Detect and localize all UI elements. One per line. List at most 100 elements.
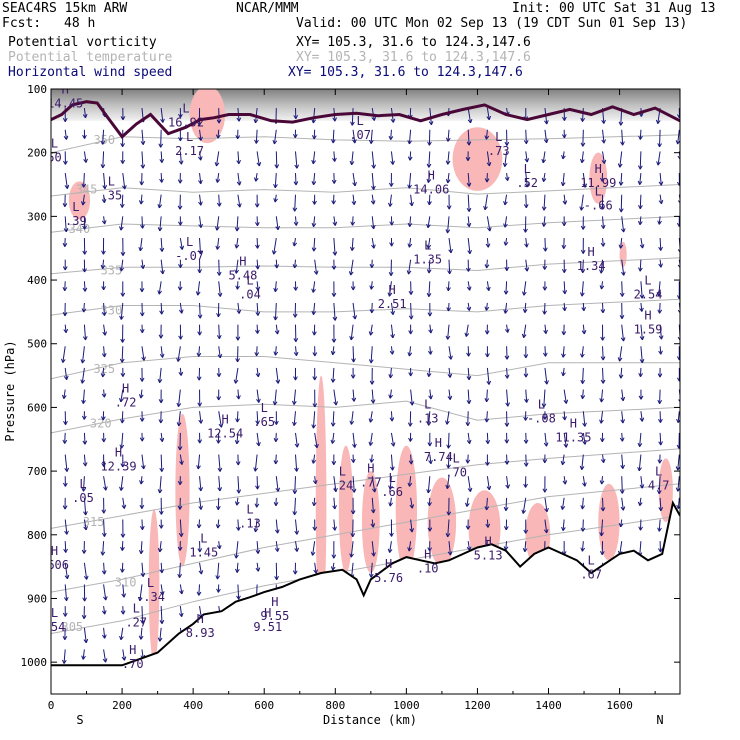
wind-arrowhead <box>388 502 393 507</box>
wind-arrowhead <box>119 444 125 449</box>
wind-vector <box>562 367 565 377</box>
wind-vector <box>390 411 393 422</box>
wind-arrowhead <box>368 331 374 336</box>
wind-arrowhead <box>427 527 433 532</box>
wind-arrowhead <box>274 164 280 169</box>
hl-value: .04 <box>239 287 261 301</box>
wind-arrowhead <box>140 264 146 269</box>
pv-shade-area <box>395 445 418 573</box>
wind-arrowhead <box>390 118 396 123</box>
wind-vector <box>255 129 258 144</box>
wind-arrowhead <box>271 250 277 255</box>
wind-arrowhead <box>332 251 338 256</box>
wind-arrowhead <box>256 398 261 403</box>
wind-arrowhead <box>197 402 203 407</box>
wind-vector <box>639 432 642 447</box>
wind-arrowhead <box>562 306 567 312</box>
wind-vector <box>235 259 239 274</box>
wind-arrowhead <box>273 351 279 356</box>
wind-arrowhead <box>369 309 375 314</box>
wind-arrowhead <box>677 249 680 254</box>
wind-arrowhead <box>82 225 87 230</box>
wind-arrowhead <box>484 135 490 140</box>
wind-vector <box>275 519 279 534</box>
wind-arrowhead <box>177 205 183 210</box>
wind-vector <box>102 367 105 378</box>
wind-vector <box>236 432 239 444</box>
wind-arrowhead <box>503 526 509 531</box>
wind-vector <box>313 237 316 252</box>
wind-arrowhead <box>216 119 222 124</box>
wind-vector <box>677 476 680 492</box>
wind-arrowhead <box>580 117 586 122</box>
wind-vector <box>160 302 163 315</box>
wind-arrowhead <box>389 242 394 247</box>
wind-arrowhead <box>428 329 433 334</box>
hl-letter: H <box>367 461 374 475</box>
wind-vector <box>621 454 624 469</box>
wind-vector <box>639 216 642 225</box>
wind-vector <box>275 151 278 169</box>
hl-letter: L <box>182 101 189 115</box>
wind-arrowhead <box>388 394 393 399</box>
wind-arrowhead <box>62 505 68 510</box>
wind-arrowhead <box>293 338 299 343</box>
wind-arrowhead <box>657 459 663 464</box>
wind-vector <box>103 324 106 336</box>
wind-vector <box>428 151 431 168</box>
wind-vector <box>619 151 623 168</box>
wind-vector <box>410 519 413 533</box>
wind-vector <box>102 541 105 556</box>
wind-arrowhead <box>292 570 298 575</box>
wind-vector <box>467 216 470 227</box>
stratosphere-shading <box>51 89 680 121</box>
wind-arrowhead <box>196 376 202 381</box>
y-tick-label: 1000 <box>21 656 48 669</box>
wind-vector <box>64 172 68 189</box>
wind-arrowhead <box>139 312 145 317</box>
wind-arrowhead <box>658 418 663 423</box>
wind-arrowhead <box>313 270 319 275</box>
wind-vector <box>274 173 277 188</box>
hl-value: .07 <box>349 128 371 142</box>
wind-arrowhead <box>62 482 68 487</box>
wind-vector <box>581 454 584 470</box>
wind-vector <box>64 584 68 601</box>
wind-vector <box>218 411 222 428</box>
wind-arrowhead <box>368 139 374 144</box>
wind-arrowhead <box>216 313 221 318</box>
wind-vector <box>620 194 623 213</box>
wind-vector <box>199 129 202 141</box>
wind-arrowhead <box>120 546 125 551</box>
wind-vector <box>159 627 162 642</box>
wind-arrowhead <box>293 221 299 226</box>
wind-vector <box>506 367 508 379</box>
wind-vector <box>120 259 124 272</box>
hl-letter: H <box>129 643 136 657</box>
wind-vector <box>64 519 68 535</box>
wind-vector <box>294 454 298 472</box>
y-tick-label: 500 <box>27 338 47 351</box>
wind-arrowhead <box>523 416 528 421</box>
wind-arrowhead <box>157 548 163 553</box>
wind-vector <box>486 389 488 402</box>
wind-vector <box>390 302 394 315</box>
wind-arrowhead <box>542 265 548 270</box>
wind-arrowhead <box>408 372 414 377</box>
wind-arrowhead <box>311 459 317 464</box>
wind-arrowhead <box>159 510 164 515</box>
theta-contour-label: 335 <box>101 264 123 278</box>
wind-vector <box>659 497 662 511</box>
wind-vector <box>486 367 490 385</box>
wind-vector <box>620 173 623 186</box>
wind-arrowhead <box>197 331 202 336</box>
wind-arrowhead <box>389 466 395 471</box>
hl-letter: L <box>424 238 431 252</box>
wind-arrowhead <box>255 549 261 554</box>
wind-arrowhead <box>333 487 338 493</box>
wind-arrowhead <box>601 119 606 124</box>
wind-vector <box>350 259 354 276</box>
wind-arrowhead <box>637 501 643 507</box>
wind-vector <box>141 151 144 169</box>
pv-shade-area <box>315 375 327 631</box>
